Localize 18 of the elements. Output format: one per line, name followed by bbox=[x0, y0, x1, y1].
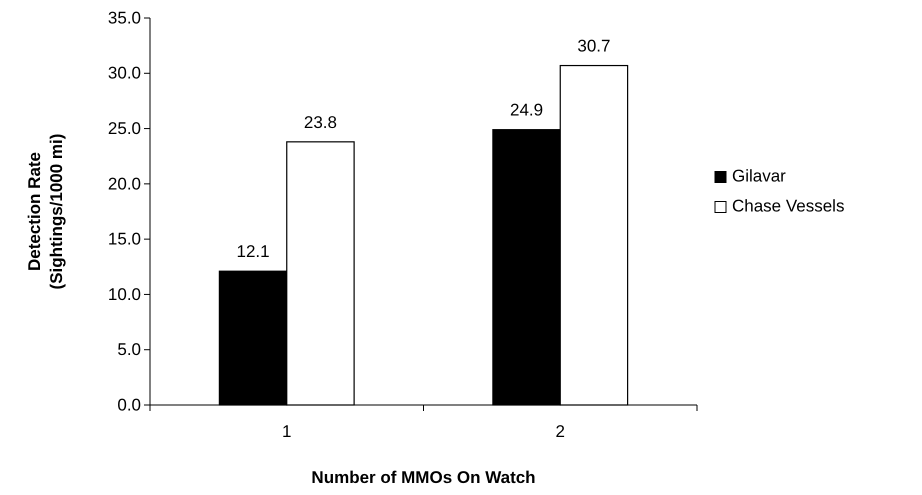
x-axis-title: Number of MMOs On Watch bbox=[311, 468, 536, 487]
x-tick-label: 2 bbox=[556, 422, 565, 442]
data-label: 24.9 bbox=[510, 100, 544, 120]
y-tick-label: 5.0 bbox=[117, 340, 141, 360]
y-tick-label: 10.0 bbox=[108, 284, 141, 304]
data-label: 23.8 bbox=[304, 112, 337, 132]
legend-label: Chase Vessels bbox=[732, 196, 844, 216]
legend-label: Gilavar bbox=[732, 166, 786, 186]
y-tick-label: 0.0 bbox=[117, 395, 141, 414]
y-tick-label: 20.0 bbox=[108, 174, 141, 194]
y-axis-title: Detection Rate (Sightings/1000 mi) bbox=[25, 134, 66, 290]
data-label: 30.7 bbox=[577, 36, 610, 56]
x-tick-label: 1 bbox=[282, 422, 292, 442]
y-tick-label: 35.0 bbox=[108, 8, 141, 28]
y-tick-label: 30.0 bbox=[108, 64, 141, 83]
y-tick-label: 25.0 bbox=[108, 119, 141, 138]
data-label: 12.1 bbox=[236, 242, 270, 262]
y-tick-label: 15.0 bbox=[108, 230, 141, 249]
